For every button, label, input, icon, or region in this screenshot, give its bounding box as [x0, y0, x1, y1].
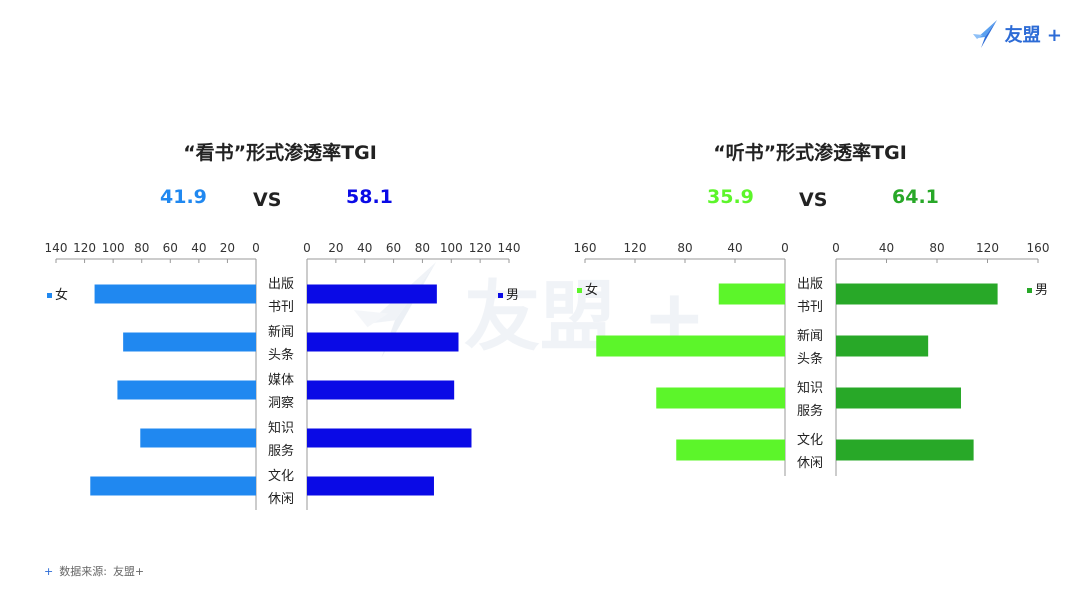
- listening-bar-male: [836, 439, 974, 461]
- reading-left-tick-label: 140: [45, 241, 68, 255]
- listening-legend-female-swatch: [577, 288, 582, 293]
- reading-left-tick-label: 40: [191, 241, 206, 255]
- reading-vs-label: VS: [253, 189, 282, 211]
- reading-bar-male: [307, 380, 455, 400]
- listening-category-label: 文化: [797, 433, 823, 448]
- reading-legend-male-swatch: [498, 293, 503, 298]
- listening-bar-female: [596, 335, 785, 357]
- reading-bar-female: [123, 332, 257, 352]
- brand-logo: 友盟 +: [971, 18, 1062, 50]
- reading-bar-male: [307, 284, 437, 304]
- umeng-logo-icon: [972, 20, 997, 48]
- listening-left-tick-label: 80: [677, 241, 692, 255]
- listening-right-tick-label: 40: [879, 241, 894, 255]
- reading-right-tick-label: 140: [498, 241, 521, 255]
- logo-text: 友盟 +: [1004, 25, 1062, 46]
- reading-right-tick-label: 80: [415, 241, 430, 255]
- reading-category-label: 休闲: [268, 492, 294, 507]
- listening-bar-male: [836, 283, 998, 305]
- chart-title-listening: “听书”形式渗透率TGI: [713, 142, 907, 164]
- listening-category-label: 书刊: [797, 300, 823, 315]
- chart-title-reading: “看书”形式渗透率TGI: [183, 142, 377, 164]
- listening-left-tick-label: 0: [781, 241, 789, 255]
- reading-right-tick-label: 120: [469, 241, 492, 255]
- reading-right-tick-label: 0: [303, 241, 311, 255]
- reading-bar-male: [307, 428, 472, 448]
- reading-male-share: 58.1: [346, 186, 393, 208]
- listening-right-tick-label: 120: [976, 241, 999, 255]
- listening-category-label: 知识: [797, 380, 823, 396]
- reading-category-label: 新闻: [268, 324, 294, 340]
- reading-tgi-chart: 0 0 20 20 40 40 60 60 80 80 100 100 120 120 140 140 出版书刊…: [45, 241, 521, 510]
- listening-bar-female: [718, 283, 785, 305]
- reading-bar-male: [307, 332, 459, 352]
- source-label: 数据来源:: [59, 565, 107, 578]
- listening-bar-female: [656, 387, 785, 409]
- reading-category-label: 文化: [268, 469, 294, 484]
- listening-left-tick-label: 120: [624, 241, 647, 255]
- reading-left-tick-label: 60: [163, 241, 178, 255]
- reading-category-label: 出版: [268, 277, 294, 292]
- listening-category-label: 服务: [797, 403, 823, 419]
- reading-category-label: 头条: [268, 347, 294, 363]
- reading-bar-male: [307, 476, 434, 496]
- reading-left-tick-label: 0: [252, 241, 260, 255]
- reading-bar-female: [140, 428, 256, 448]
- reading-bar-female: [94, 284, 256, 304]
- reading-bar-female: [117, 380, 256, 400]
- listening-category-label: 新闻: [797, 328, 823, 344]
- reading-category-label: 知识: [268, 420, 294, 436]
- reading-right-tick-label: 60: [386, 241, 401, 255]
- reading-left-tick-label: 120: [73, 241, 96, 255]
- reading-legend-female-swatch: [47, 293, 52, 298]
- listening-right-tick-label: 160: [1027, 241, 1050, 255]
- listening-legend-male-swatch: [1027, 288, 1032, 293]
- reading-legend-female: 女: [55, 287, 68, 303]
- listening-category-label: 出版: [797, 277, 823, 292]
- listening-bar-male: [836, 387, 961, 409]
- listening-vs-label: VS: [799, 189, 828, 211]
- listening-male-share: 64.1: [892, 186, 939, 208]
- listening-legend-female: 女: [585, 282, 598, 298]
- listening-legend-male: 男: [1035, 283, 1048, 298]
- listening-bar-male: [836, 335, 929, 357]
- reading-legend-male: 男: [506, 288, 519, 303]
- listening-right-tick-label: 0: [832, 241, 840, 255]
- reading-female-share: 41.9: [160, 186, 207, 208]
- footer-plus-icon: +: [44, 564, 54, 578]
- reading-category-label: 媒体: [268, 373, 294, 388]
- reading-left-tick-label: 100: [102, 241, 125, 255]
- reading-category-label: 洞察: [268, 396, 294, 411]
- source-footer: + 数据来源: 友盟+: [44, 563, 144, 579]
- listening-category-label: 头条: [797, 351, 823, 367]
- reading-left-tick-label: 80: [134, 241, 149, 255]
- reading-right-tick-label: 100: [440, 241, 463, 255]
- reading-bar-female: [90, 476, 257, 496]
- reading-category-label: 书刊: [268, 300, 294, 315]
- listening-left-tick-label: 160: [574, 241, 597, 255]
- listening-category-label: 休闲: [797, 456, 823, 471]
- source-value: 友盟+: [112, 565, 145, 578]
- reading-left-tick-label: 20: [220, 241, 235, 255]
- reading-category-label: 服务: [268, 443, 294, 459]
- listening-right-tick-label: 80: [929, 241, 944, 255]
- reading-right-tick-label: 40: [357, 241, 372, 255]
- reading-right-tick-label: 20: [328, 241, 343, 255]
- listening-female-share: 35.9: [707, 186, 754, 208]
- listening-left-tick-label: 40: [727, 241, 742, 255]
- listening-bar-female: [676, 439, 785, 461]
